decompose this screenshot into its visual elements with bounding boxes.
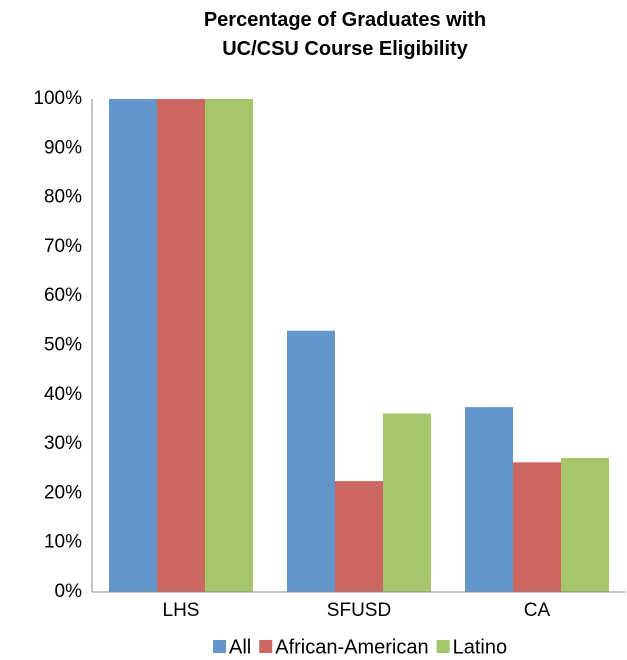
bar	[335, 481, 383, 592]
legend-swatch	[259, 640, 273, 653]
bar	[513, 462, 561, 592]
y-tick-label: 100%	[33, 88, 82, 109]
y-tick-label: 90%	[44, 137, 82, 158]
y-tick-label: 70%	[44, 236, 82, 257]
bar	[383, 413, 431, 592]
y-tick-label: 60%	[44, 285, 82, 306]
bar	[205, 99, 253, 592]
legend-label: All	[229, 636, 251, 658]
legend-label: African-American	[275, 636, 428, 658]
bar	[157, 99, 205, 592]
y-tick-label: 10%	[44, 532, 82, 553]
y-tick-label: 20%	[44, 482, 82, 503]
y-tick-label: 50%	[44, 335, 82, 356]
bar	[287, 330, 335, 592]
y-tick-label: 80%	[44, 187, 82, 208]
x-tick-label: CA	[524, 600, 551, 621]
bar	[465, 407, 513, 592]
legend-label: Latino	[453, 636, 508, 658]
legend-swatch	[436, 640, 450, 653]
x-tick-label: LHS	[163, 600, 200, 621]
y-tick-label: 40%	[44, 384, 82, 405]
legend-swatch	[213, 640, 226, 653]
bar	[109, 99, 157, 592]
x-tick-label: SFUSD	[327, 600, 391, 621]
bar	[561, 457, 609, 592]
y-tick-label: 30%	[44, 433, 82, 454]
chart-title: Percentage of Graduates with UC/CSU Cour…	[203, 9, 487, 60]
y-tick-label: 0%	[55, 581, 83, 602]
